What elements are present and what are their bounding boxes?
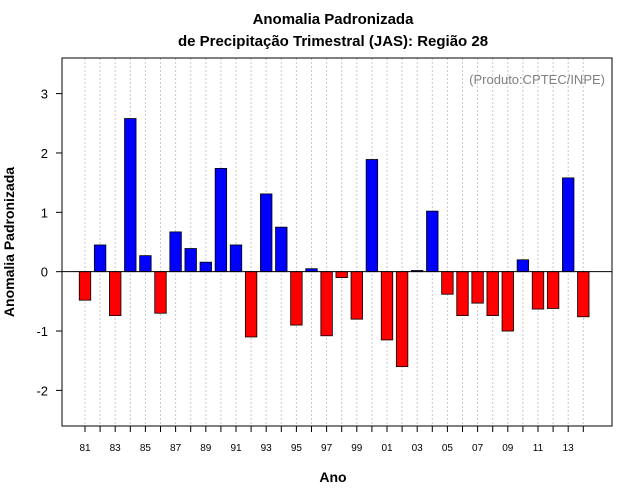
x-axis-label: Ano — [319, 469, 346, 485]
bar-14 — [577, 271, 590, 318]
bar-90 — [214, 167, 228, 273]
bar-95 — [290, 271, 303, 326]
bar-92 — [244, 271, 258, 338]
x-tick-label: 99 — [351, 443, 363, 454]
bar-05 — [441, 271, 454, 295]
x-axis: 81 83 85 87 89 91 93 95 97 99 01 03 05 07 09 11 13 — [79, 426, 584, 454]
source-annotation: (Produto:CPTEC/INPE) — [469, 72, 605, 87]
bar-01 — [380, 271, 394, 341]
bar-86 — [154, 271, 167, 314]
bar-89 — [199, 261, 212, 273]
x-tick-label: 95 — [291, 443, 303, 454]
vertical-grid — [84, 58, 584, 426]
chart-title: Anomalia Padronizada — [253, 11, 415, 28]
x-tick-label: 89 — [200, 443, 212, 454]
bar-94 — [275, 226, 288, 273]
x-tick-label: 07 — [472, 443, 484, 454]
x-tick-label: 97 — [321, 443, 333, 454]
bar-81 — [78, 271, 92, 301]
bar-88 — [184, 248, 197, 273]
y-tick-label: -1 — [36, 324, 48, 339]
bar-99 — [350, 271, 363, 320]
bar-08 — [486, 271, 499, 317]
plot-frame — [61, 57, 613, 427]
bar-04 — [426, 210, 439, 273]
bar-83 — [109, 271, 122, 317]
x-tick-label: 91 — [230, 443, 242, 454]
y-tick-label: 2 — [41, 146, 48, 161]
y-tick-label: 1 — [41, 205, 48, 220]
bar-07 — [471, 271, 484, 304]
x-tick-label: 03 — [412, 443, 424, 454]
x-tick-label: 81 — [79, 443, 91, 454]
bar-93 — [260, 193, 273, 273]
x-tick-label: 85 — [140, 443, 152, 454]
bar-91 — [229, 244, 243, 273]
y-tick-label: 0 — [41, 265, 48, 280]
bar-84 — [124, 118, 137, 273]
x-tick-label: 87 — [170, 443, 182, 454]
y-tick-label: 3 — [41, 87, 48, 102]
bar-09 — [501, 271, 514, 332]
bar-12 — [546, 271, 560, 309]
y-axis-label: Anomalia Padronizada — [1, 167, 17, 317]
x-tick-label: 93 — [261, 443, 273, 454]
bar-02 — [395, 271, 409, 368]
x-tick-label: 05 — [442, 443, 454, 454]
bars — [78, 118, 590, 368]
bar-97 — [320, 271, 333, 337]
x-tick-label: 13 — [563, 443, 575, 454]
bar-11 — [531, 271, 545, 310]
bar-85 — [139, 255, 152, 273]
bar-87 — [169, 231, 182, 273]
bar-06 — [456, 271, 469, 317]
chart-subtitle: de Precipitação Trimestral (JAS): Região… — [178, 33, 488, 50]
x-tick-label: 11 — [533, 443, 544, 454]
bar-13 — [562, 177, 575, 273]
bar-82 — [93, 244, 107, 273]
y-tick-label: -2 — [36, 383, 48, 398]
x-tick-label: 01 — [381, 443, 393, 454]
bar-98 — [335, 271, 348, 279]
bar-00 — [365, 159, 379, 273]
y-axis: -2 -1 0 1 2 3 — [36, 87, 62, 398]
bar-10 — [516, 259, 530, 273]
x-tick-label: 09 — [502, 443, 514, 454]
x-tick-label: 83 — [110, 443, 122, 454]
